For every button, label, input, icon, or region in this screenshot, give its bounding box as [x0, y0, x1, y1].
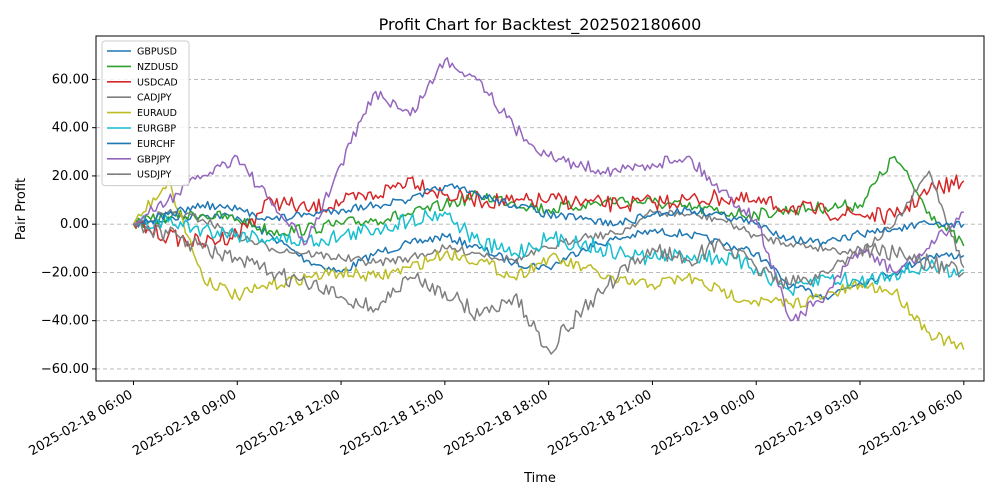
x-axis-label: Time [523, 471, 556, 486]
y-tick-label: −40.00 [41, 314, 89, 329]
legend-label: GBPUSD [137, 47, 177, 58]
legend-label: CADJPY [137, 93, 172, 104]
series-line-gbpusd [132, 212, 965, 301]
x-tick-label: 2025-02-18 06:00 [27, 387, 136, 459]
series-line-usdjpy [133, 222, 965, 355]
legend: GBPUSD NZDUSD USDCAD CADJPY EURAUD EURGBP EURC… [101, 40, 190, 187]
legend-label: USDCAD [137, 77, 178, 88]
series-line-cadjpy [132, 170, 965, 268]
gridlines [96, 79, 984, 370]
y-tick-label: 40.00 [52, 121, 89, 136]
x-tick-label: 2025-02-18 21:00 [545, 387, 654, 459]
x-tick-label: 2025-02-18 09:00 [130, 387, 239, 459]
x-tick-label: 2025-02-18 18:00 [442, 387, 551, 459]
legend-label: NZDUSD [137, 62, 178, 73]
series-line-usdcad [132, 174, 965, 248]
y-tick-label: 0.00 [60, 217, 89, 232]
y-axis-label: Pair Profit [14, 178, 29, 240]
x-tick-label: 2025-02-18 12:00 [234, 387, 343, 459]
legend-box [101, 40, 190, 187]
y-tick-label: 60.00 [52, 72, 89, 87]
x-tick-label: 2025-02-19 03:00 [753, 387, 862, 459]
y-axis: −60.00 −40.00 −20.00 0.00 20.00 40.00 60.00 [41, 72, 96, 377]
legend-label: EURAUD [137, 108, 177, 119]
x-tick-label: 2025-02-19 00:00 [649, 387, 758, 459]
series-lines [132, 57, 965, 355]
legend-label: EURGBP [137, 124, 176, 135]
legend-label: USDJPY [137, 170, 172, 181]
legend-label: GBPJPY [137, 154, 171, 165]
series-line-nzdusd [132, 155, 965, 247]
legend-label: EURCHF [137, 139, 175, 150]
series-line-eurchf [133, 183, 965, 247]
x-tick-label: 2025-02-18 15:00 [338, 387, 447, 459]
x-tick-label: 2025-02-19 06:00 [857, 387, 966, 459]
series-line-gbpjpy [133, 57, 964, 322]
y-tick-label: −60.00 [41, 362, 89, 377]
y-tick-label: 20.00 [52, 169, 89, 184]
chart-title: Profit Chart for Backtest_202502180600 [379, 15, 702, 35]
plot-frame [95, 35, 985, 382]
y-tick-label: −20.00 [41, 265, 89, 280]
series-line-eurgbp [133, 209, 964, 297]
